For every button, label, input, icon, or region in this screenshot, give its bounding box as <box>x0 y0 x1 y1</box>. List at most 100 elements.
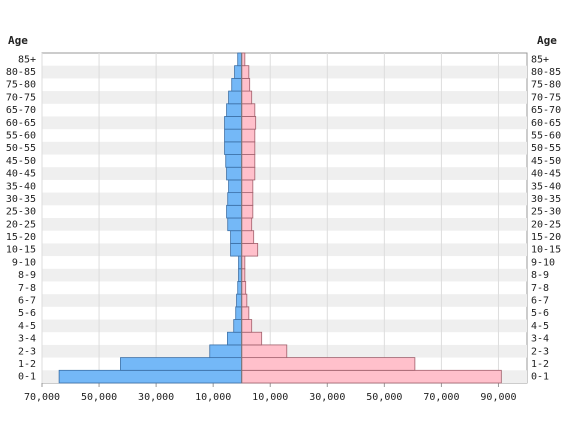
y-tick-label-left: 70-75 <box>6 92 36 103</box>
y-tick-label-right: 4-5 <box>531 321 549 332</box>
bar <box>227 331 243 346</box>
y-tick-label-right: 85+ <box>531 54 549 65</box>
y-tick-label-right: 45-50 <box>531 156 561 167</box>
bar <box>237 281 243 295</box>
row-stripe <box>42 116 527 130</box>
x-tick-label: 30,000 <box>138 392 174 403</box>
bar <box>241 141 256 155</box>
y-tick-label-left: 50-55 <box>6 143 36 154</box>
bar <box>241 319 253 333</box>
bar <box>241 293 248 308</box>
y-tick-label-right: 2-3 <box>531 346 549 357</box>
bar <box>241 179 254 194</box>
bar <box>241 369 502 384</box>
y-tick-label-left: 65-70 <box>6 105 36 116</box>
bar <box>241 344 288 359</box>
bar <box>226 204 243 219</box>
y-tick-label-left: 1-2 <box>18 359 36 370</box>
row-stripe <box>42 141 527 155</box>
bar <box>241 204 254 219</box>
y-tick-label-left: 10-15 <box>6 245 36 256</box>
y-tick-label-left: 3-4 <box>18 334 36 345</box>
y-tick-label-left: 5-6 <box>18 308 36 319</box>
x-tick-label: 70,000 <box>423 392 459 403</box>
bar <box>241 242 259 257</box>
y-tick-label-left: 8-9 <box>18 270 36 281</box>
y-tick-label-left: 55-60 <box>6 131 36 142</box>
row-stripe <box>42 268 527 282</box>
y-tick-label-left: 35-40 <box>6 181 36 192</box>
bar <box>241 128 256 143</box>
bar <box>227 217 243 232</box>
x-tick-label: 10,000 <box>252 392 288 403</box>
y-tick-label-right: 75-80 <box>531 80 561 91</box>
bar <box>241 192 254 206</box>
y-tick-label-left: 2-3 <box>18 346 36 357</box>
y-tick-label-right: 30-35 <box>531 194 561 205</box>
y-tick-label-right: 80-85 <box>531 67 561 78</box>
y-tick-label-left: 4-5 <box>18 321 36 332</box>
bar <box>241 65 250 79</box>
y-tick-label-right: 0-1 <box>531 372 549 383</box>
bar <box>241 306 250 320</box>
bar <box>237 52 243 67</box>
x-tick-label: 70,000 <box>24 392 60 403</box>
y-tick-label-right: 35-40 <box>531 181 561 192</box>
y-tick-label-left: 9-10 <box>12 257 36 268</box>
bar <box>235 306 243 320</box>
y-tick-label-right: 50-55 <box>531 143 561 154</box>
row-stripe <box>42 91 527 104</box>
bar <box>120 357 243 371</box>
bar <box>226 166 243 181</box>
y-tick-label-left: 40-45 <box>6 169 36 180</box>
bar <box>224 128 243 143</box>
row-stripe <box>42 243 527 257</box>
y-tick-label-right: 9-10 <box>531 257 555 268</box>
bar <box>209 344 243 359</box>
y-tick-label-left: 60-65 <box>6 118 36 129</box>
bar <box>230 242 243 257</box>
y-tick-label-right: 55-60 <box>531 131 561 142</box>
y-tick-label-right: 60-65 <box>531 118 561 129</box>
y-tick-label-right: 1-2 <box>531 359 549 370</box>
y-tick-label-left: 30-35 <box>6 194 36 205</box>
bar <box>226 103 243 117</box>
y-tick-label-left: 6-7 <box>18 296 36 307</box>
bar <box>228 179 243 194</box>
bar <box>241 217 253 232</box>
row-stripe <box>42 192 527 206</box>
y-tick-label-right: 65-70 <box>531 105 561 116</box>
row-stripe <box>42 319 527 333</box>
row-stripe <box>42 218 527 231</box>
bar <box>233 319 243 333</box>
x-tick-label: 90,000 <box>480 392 516 403</box>
y-axis-label-right: Age <box>537 34 557 47</box>
x-tick-label: 30,000 <box>309 392 345 403</box>
y-tick-label-left: 0-1 <box>18 372 36 383</box>
y-tick-label-left: 85+ <box>18 54 36 65</box>
bar <box>241 357 416 371</box>
bar <box>241 116 257 130</box>
row-stripe <box>42 294 527 307</box>
bar <box>224 141 243 155</box>
y-tick-label-right: 8-9 <box>531 270 549 281</box>
bar <box>236 293 243 308</box>
bar <box>231 77 243 92</box>
y-tick-label-right: 7-8 <box>531 283 549 294</box>
y-tick-label-right: 70-75 <box>531 92 561 103</box>
bar <box>241 90 253 105</box>
bar <box>225 154 243 168</box>
y-tick-label-right: 3-4 <box>531 334 549 345</box>
bar <box>227 192 243 206</box>
x-tick-label: 10,000 <box>195 392 231 403</box>
bar <box>241 77 251 92</box>
y-tick-label-right: 5-6 <box>531 308 549 319</box>
bar <box>228 90 243 105</box>
bar <box>224 116 243 130</box>
x-tick-label: 50,000 <box>81 392 117 403</box>
y-tick-label-right: 40-45 <box>531 169 561 180</box>
bar <box>241 154 256 168</box>
y-tick-label-right: 25-30 <box>531 207 561 218</box>
bar <box>234 65 243 79</box>
